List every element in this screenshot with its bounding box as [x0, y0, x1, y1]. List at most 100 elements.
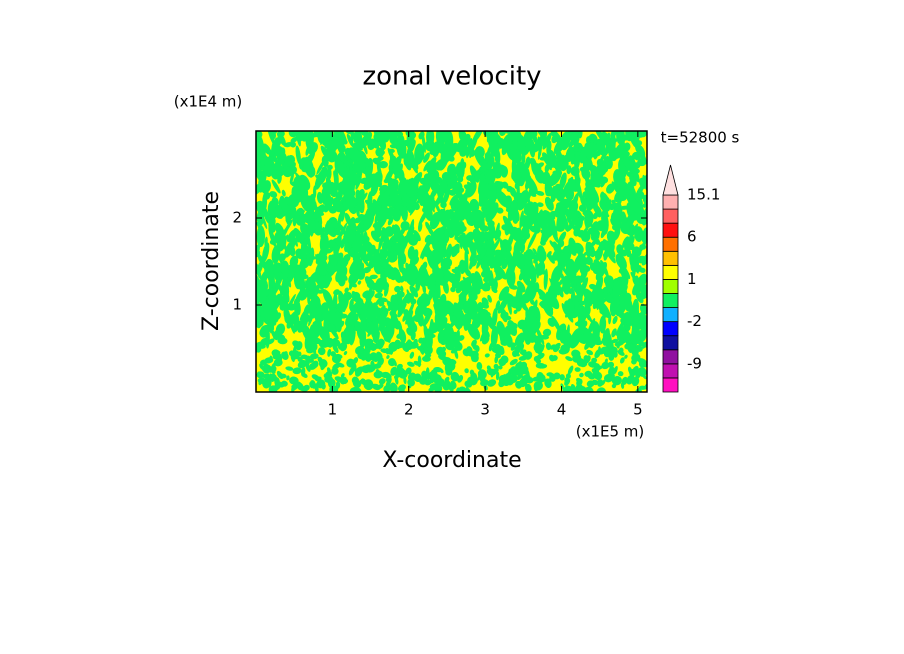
field-patch — [276, 334, 286, 343]
field-patch — [379, 297, 388, 303]
field-patch — [593, 269, 601, 275]
field-patch — [396, 363, 403, 370]
field-patch — [531, 299, 538, 318]
field-patch — [364, 338, 373, 344]
field-patch — [367, 138, 376, 150]
field-patch — [275, 323, 286, 336]
field-patch — [481, 297, 489, 307]
field-patch — [259, 327, 269, 338]
field-patch — [566, 324, 570, 342]
field-patch — [572, 354, 581, 363]
field-patch — [281, 301, 289, 311]
field-patch — [405, 200, 415, 208]
field-patch — [536, 202, 544, 208]
field-patch — [281, 189, 286, 197]
field-patch — [413, 230, 421, 242]
field-patch — [268, 309, 274, 324]
field-patch — [560, 131, 571, 151]
field-patch — [398, 369, 408, 379]
field-patch — [631, 353, 641, 362]
field-patch — [377, 383, 384, 390]
field-patch — [602, 328, 610, 346]
field-patch — [305, 355, 311, 360]
field-patch — [528, 138, 536, 158]
field-patch — [355, 204, 360, 217]
field-patch — [531, 163, 542, 174]
field-patch — [416, 346, 424, 352]
field-patch — [390, 240, 396, 252]
field-patch — [639, 177, 647, 189]
field-patch — [487, 158, 495, 167]
field-patch — [306, 220, 317, 234]
field-patch — [307, 142, 319, 155]
field-patch — [454, 225, 462, 240]
field-patch — [487, 379, 497, 387]
field-patch — [388, 177, 399, 197]
field-patch — [340, 299, 346, 309]
field-patch — [621, 376, 628, 386]
field-patch — [256, 371, 265, 379]
field-patch — [386, 354, 390, 360]
field-patch — [478, 312, 488, 326]
field-patch — [290, 137, 298, 143]
field-patch — [612, 349, 618, 358]
field-patch — [525, 249, 534, 256]
field-patch — [451, 315, 457, 322]
field-patch — [364, 199, 374, 207]
field-patch — [285, 366, 294, 371]
field-patch — [354, 366, 364, 373]
field-patch — [344, 212, 352, 226]
field-patch — [476, 361, 483, 370]
field-patch — [306, 231, 312, 251]
field-patch — [327, 181, 337, 192]
field-patch — [554, 238, 563, 258]
field-patch — [594, 349, 601, 359]
field-patch — [544, 164, 550, 173]
field-patch — [425, 221, 431, 231]
field-patch — [274, 206, 284, 219]
field-patch — [425, 367, 430, 377]
field-patch — [579, 372, 584, 378]
field-patch — [300, 248, 307, 264]
field-patch — [325, 377, 332, 383]
field-patch — [363, 380, 374, 391]
field-patch — [315, 253, 323, 271]
field-patch — [290, 352, 296, 363]
field-patch — [267, 338, 275, 345]
field-patch — [393, 242, 404, 252]
field-patch — [551, 218, 558, 238]
field-patch — [579, 146, 588, 164]
field-patch — [364, 276, 377, 291]
field-patch — [498, 286, 510, 301]
field-patch — [600, 346, 610, 354]
field-patch — [553, 372, 561, 380]
field-patch — [450, 371, 460, 382]
colorbar-segment — [662, 236, 679, 252]
field-patch — [539, 364, 548, 369]
field-patch — [308, 358, 314, 363]
field-patch — [611, 328, 617, 338]
field-patch — [608, 243, 615, 257]
field-patch — [433, 366, 443, 373]
field-patch — [347, 248, 355, 256]
field-patch — [387, 304, 392, 312]
field-patch — [479, 160, 488, 165]
field-patch — [339, 341, 348, 352]
field-patch — [464, 368, 469, 374]
field-patch — [548, 169, 562, 187]
field-patch — [257, 341, 265, 348]
field-patch — [485, 249, 495, 259]
field-patch — [283, 155, 290, 173]
field-patch — [592, 379, 599, 386]
field-patch — [336, 213, 342, 235]
field-patch — [317, 327, 329, 343]
field-patch — [570, 383, 577, 392]
colorbar-segment — [662, 222, 679, 238]
field-patch — [441, 172, 451, 182]
field-patch — [525, 263, 537, 280]
field-patch — [429, 148, 437, 156]
field-patch — [273, 302, 280, 308]
field-patch — [485, 168, 497, 184]
field-patch — [266, 264, 276, 287]
field-patch — [474, 170, 481, 181]
